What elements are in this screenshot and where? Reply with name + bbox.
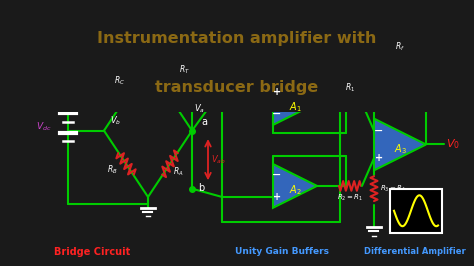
Text: Unity Gain Buffers: Unity Gain Buffers <box>235 247 329 256</box>
Text: $V_0$: $V_0$ <box>446 138 460 151</box>
Text: $A_1$: $A_1$ <box>289 100 301 114</box>
Text: −: − <box>374 126 383 136</box>
Bar <box>390 189 442 233</box>
Polygon shape <box>273 81 317 125</box>
Text: $R_2=R_1$: $R_2=R_1$ <box>337 193 363 203</box>
Text: $V_{ab}$: $V_{ab}$ <box>211 153 226 166</box>
Text: a: a <box>201 117 207 127</box>
Text: $V_a$: $V_a$ <box>194 102 205 115</box>
Text: $A_2$: $A_2$ <box>289 183 301 197</box>
Text: $A_3$: $A_3$ <box>393 142 407 156</box>
Text: transducer bridge: transducer bridge <box>155 80 319 95</box>
Text: Instrumentation amplifier with: Instrumentation amplifier with <box>97 31 377 46</box>
Text: −: − <box>272 170 282 180</box>
Text: $R_T$: $R_T$ <box>179 64 190 76</box>
Text: +: + <box>375 153 383 163</box>
Text: $R_f$: $R_f$ <box>395 40 405 53</box>
Text: +: + <box>273 192 281 202</box>
Text: $V_b$: $V_b$ <box>110 115 121 127</box>
Text: $R_A$: $R_A$ <box>173 166 183 178</box>
Text: Bridge Circuit: Bridge Circuit <box>54 247 130 257</box>
Text: Differential Amplifier: Differential Amplifier <box>364 247 466 256</box>
Text: $R_3=R_f$: $R_3=R_f$ <box>380 184 406 194</box>
Polygon shape <box>273 164 317 208</box>
Text: $R_C$: $R_C$ <box>115 75 126 87</box>
Polygon shape <box>374 119 426 170</box>
Text: $R_1$: $R_1$ <box>345 82 355 94</box>
Text: b: b <box>198 184 204 193</box>
Text: $V_{dc}$: $V_{dc}$ <box>36 121 52 134</box>
Text: +: + <box>273 87 281 97</box>
Text: $R_B$: $R_B$ <box>107 163 118 176</box>
Text: −: − <box>272 109 282 119</box>
